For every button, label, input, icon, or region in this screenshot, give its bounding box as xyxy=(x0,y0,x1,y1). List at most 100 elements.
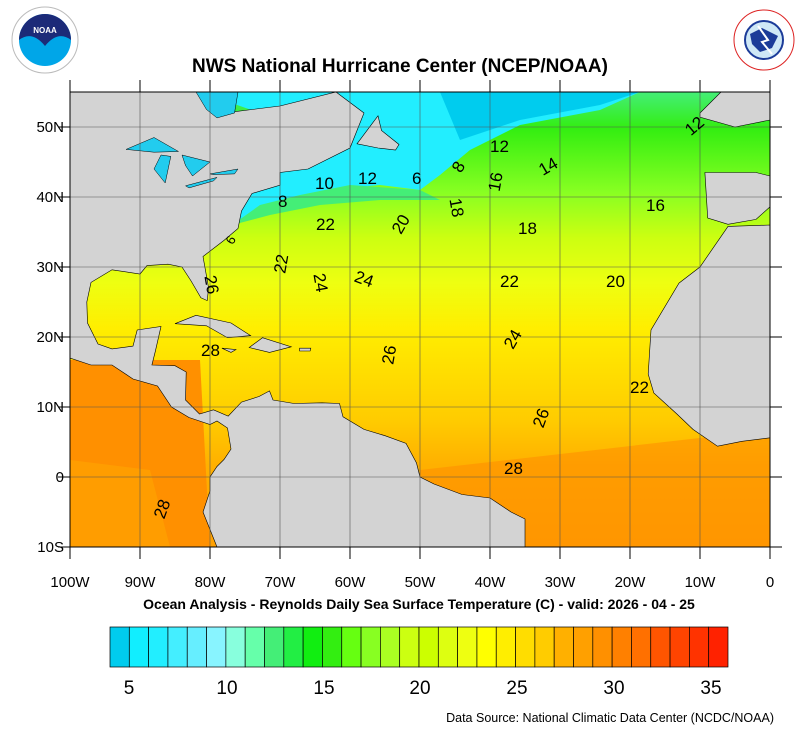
colorbar-swatch xyxy=(592,626,613,668)
contour-label: 8 xyxy=(278,192,287,211)
colorbar-swatch xyxy=(244,626,265,668)
land-iberia xyxy=(704,172,770,225)
lat-label: 20N xyxy=(36,329,64,346)
contour-label: 10 xyxy=(315,174,334,193)
colorbar-swatch xyxy=(418,626,439,668)
great-lake xyxy=(184,176,218,189)
contour-label: 12 xyxy=(490,137,509,156)
colorbar-swatch xyxy=(611,626,632,668)
colorbar-swatch xyxy=(669,626,690,668)
lon-axis-labels: 100W 90W 80W 70W 60W 50W 40W 30W 20W 10W… xyxy=(50,574,774,591)
lat-axis-labels: 50N 40N 30N 20N 10N 0 10S xyxy=(36,119,64,556)
lon-label: 50W xyxy=(405,574,437,591)
colorbar-swatch xyxy=(341,626,362,668)
lat-label: 40N xyxy=(36,189,64,206)
contour-label: 22 xyxy=(500,272,519,291)
land-hispaniola xyxy=(248,337,293,353)
colorbar-label: 15 xyxy=(313,678,334,699)
page-title: NWS National Hurricane Center (NCEP/NOAA… xyxy=(192,56,608,77)
contour-label: 16 xyxy=(646,196,665,215)
colorbar-swatch xyxy=(302,626,323,668)
colorbar-swatch xyxy=(225,626,246,668)
colorbar-swatch xyxy=(148,626,169,668)
colorbar-swatch xyxy=(708,626,729,668)
colorbar-label: 35 xyxy=(700,678,721,699)
land-puerto-rico xyxy=(299,347,312,352)
colorbar-swatch xyxy=(573,626,594,668)
colorbar-swatch xyxy=(322,626,343,668)
colorbar-swatch xyxy=(128,626,149,668)
colorbar-swatch xyxy=(399,626,420,668)
noaa-logo: NOAA xyxy=(11,6,79,74)
colorbar-swatch xyxy=(186,626,207,668)
colorbar-labels: 5 10 15 20 25 30 35 xyxy=(124,678,722,699)
colorbar-label: 20 xyxy=(409,678,430,699)
great-lake xyxy=(181,154,211,177)
colorbar-swatch xyxy=(264,626,285,668)
colorbar-label: 10 xyxy=(216,678,237,699)
colorbar xyxy=(109,626,729,668)
great-lake xyxy=(209,168,239,175)
contour-label: 22 xyxy=(316,215,335,234)
colorbar-swatch xyxy=(534,626,555,668)
great-lake xyxy=(125,137,180,153)
noaa-logo-text: NOAA xyxy=(33,26,57,35)
contour-label: 6 xyxy=(412,169,421,188)
contour-label: 28 xyxy=(201,341,220,360)
lat-label: 50N xyxy=(36,119,64,136)
colorbar-swatch xyxy=(437,626,458,668)
colorbar-swatch xyxy=(553,626,574,668)
colorbar-label: 25 xyxy=(506,678,527,699)
colorbar-swatch xyxy=(515,626,536,668)
colorbar-swatch xyxy=(689,626,710,668)
land-cuba xyxy=(174,314,252,339)
colorbar-swatch xyxy=(283,626,304,668)
contour-label: 18 xyxy=(518,219,537,238)
lat-label: 10N xyxy=(36,399,64,416)
colorbar-swatch xyxy=(206,626,227,668)
contour-label: 26 xyxy=(378,344,400,366)
land-masses xyxy=(70,92,770,547)
colorbar-swatch xyxy=(167,626,188,668)
land-newfoundland xyxy=(356,115,400,151)
contour-label: 24 xyxy=(309,272,331,294)
lon-label: 0 xyxy=(766,574,774,591)
lon-label: 70W xyxy=(265,574,297,591)
lat-label: 30N xyxy=(36,259,64,276)
contour-label: 16 xyxy=(485,171,507,193)
contour-label: 22 xyxy=(630,378,649,397)
lon-label: 30W xyxy=(545,574,577,591)
colorbar-label: 5 xyxy=(124,678,135,699)
nws-logo xyxy=(733,9,795,71)
graticule xyxy=(70,92,770,547)
lat-label: 10S xyxy=(37,539,64,556)
colorbar-swatch xyxy=(457,626,478,668)
lon-label: 40W xyxy=(475,574,507,591)
colorbar-label: 30 xyxy=(603,678,624,699)
lon-label: 90W xyxy=(125,574,157,591)
lon-label: 80W xyxy=(195,574,227,591)
colorbar-swatch xyxy=(360,626,381,668)
lon-label: 60W xyxy=(335,574,367,591)
lon-label: 100W xyxy=(50,574,90,591)
lon-label: 20W xyxy=(615,574,647,591)
colorbar-swatch xyxy=(380,626,401,668)
land-americas xyxy=(70,92,526,547)
contour-label: 18 xyxy=(445,197,467,219)
data-source: Data Source: National Climatic Data Cent… xyxy=(446,711,774,725)
great-lake xyxy=(153,154,172,184)
colorbar-swatch xyxy=(631,626,652,668)
lat-label: 0 xyxy=(56,469,64,486)
contour-label: 22 xyxy=(270,253,292,275)
lon-label: 10W xyxy=(685,574,717,591)
hudson-bay xyxy=(195,92,239,119)
land-jamaica xyxy=(221,347,237,353)
contour-label: 20 xyxy=(606,272,625,291)
colorbar-swatch xyxy=(650,626,671,668)
axis-ticks xyxy=(58,80,782,559)
contour-label: 26 xyxy=(200,274,222,296)
colorbar-swatch xyxy=(109,626,130,668)
map-subtitle: Ocean Analysis - Reynolds Daily Sea Surf… xyxy=(143,596,695,612)
contour-label: 12 xyxy=(358,169,377,188)
